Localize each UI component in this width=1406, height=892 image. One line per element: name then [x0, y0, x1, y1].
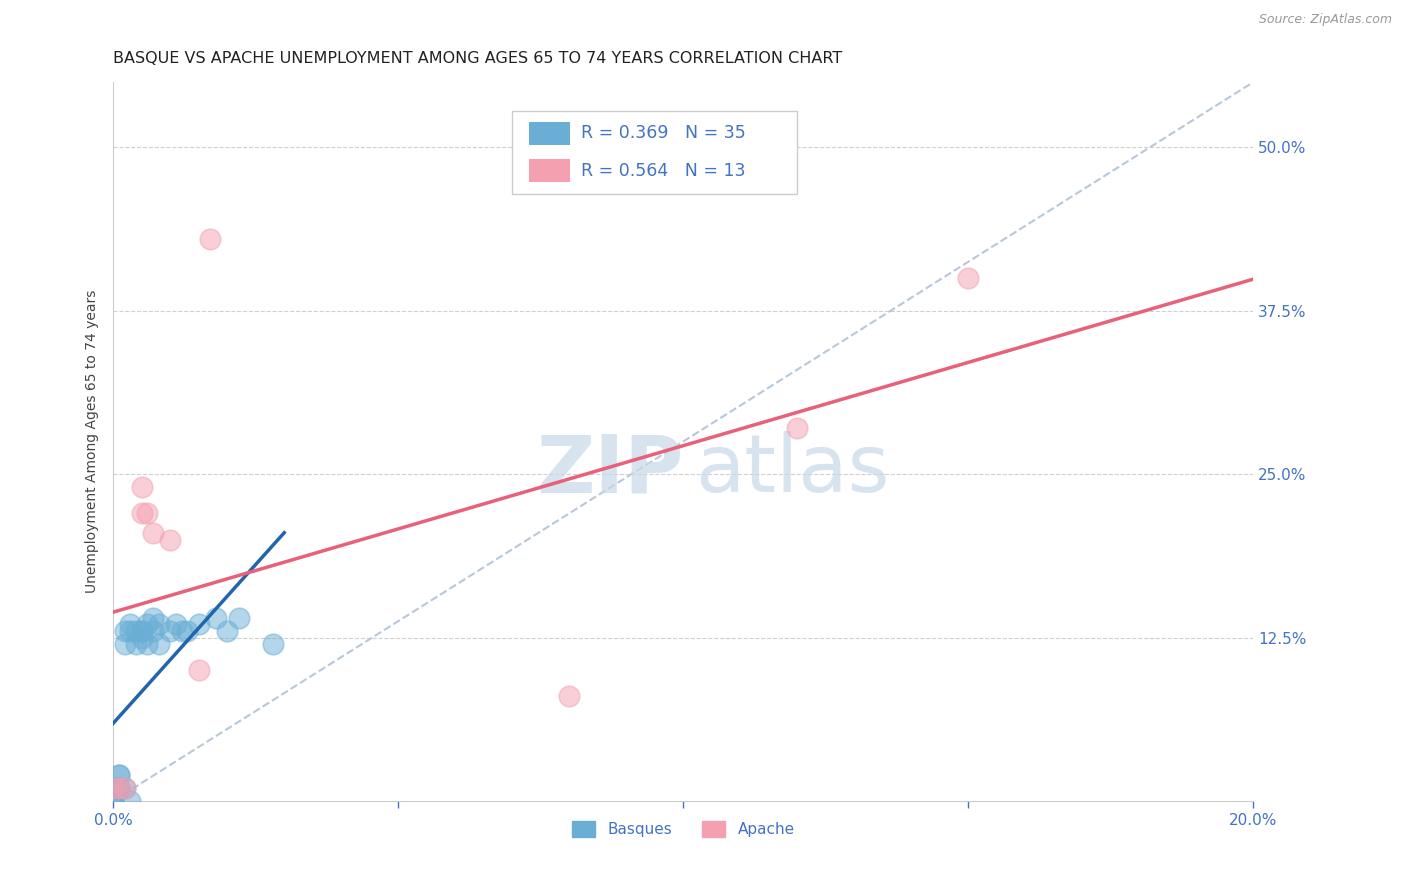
Point [114, 780, 136, 795]
Text: R = 0.369   N = 35: R = 0.369 N = 35 [581, 124, 745, 142]
Point [108, 780, 131, 795]
FancyBboxPatch shape [529, 159, 571, 182]
Point [204, 611, 226, 625]
Point [198, 232, 221, 246]
Point [108, 768, 131, 782]
Y-axis label: Unemployment Among Ages 65 to 74 years: Unemployment Among Ages 65 to 74 years [86, 290, 100, 593]
Point [131, 624, 153, 638]
Point [125, 624, 148, 638]
Point [131, 507, 153, 521]
Point [176, 624, 198, 638]
Text: R = 0.564   N = 13: R = 0.564 N = 13 [581, 161, 745, 179]
Point [187, 663, 209, 677]
Point [120, 794, 142, 808]
Point [159, 624, 181, 638]
Point [114, 780, 136, 795]
Point [131, 631, 153, 645]
Point [148, 637, 170, 651]
Point [228, 611, 250, 625]
Point [957, 271, 980, 285]
Legend: Basques, Apache: Basques, Apache [565, 815, 800, 844]
Point [114, 624, 136, 638]
Point [131, 624, 153, 638]
Point [103, 794, 125, 808]
Text: BASQUE VS APACHE UNEMPLOYMENT AMONG AGES 65 TO 74 YEARS CORRELATION CHART: BASQUE VS APACHE UNEMPLOYMENT AMONG AGES… [114, 51, 842, 66]
Point [108, 780, 131, 795]
Point [103, 780, 125, 795]
Point [131, 480, 153, 494]
Text: atlas: atlas [695, 431, 889, 509]
Point [125, 637, 148, 651]
Point [159, 533, 181, 547]
Point [217, 624, 239, 638]
Point [120, 617, 142, 632]
Point [103, 780, 125, 795]
Point [103, 794, 125, 808]
Point [170, 624, 193, 638]
Point [262, 637, 284, 651]
Point [103, 780, 125, 795]
Point [114, 637, 136, 651]
Point [187, 617, 209, 632]
Point [103, 794, 125, 808]
Point [108, 768, 131, 782]
FancyBboxPatch shape [529, 121, 571, 145]
Text: ZIP: ZIP [536, 431, 683, 509]
Point [120, 624, 142, 638]
Point [108, 780, 131, 795]
Point [142, 624, 165, 638]
Text: Source: ZipAtlas.com: Source: ZipAtlas.com [1258, 13, 1392, 27]
Point [558, 690, 581, 704]
FancyBboxPatch shape [512, 111, 797, 194]
Point [142, 526, 165, 541]
Point [165, 617, 187, 632]
Point [136, 637, 159, 651]
Point [142, 611, 165, 625]
Point [148, 617, 170, 632]
Point [136, 617, 159, 632]
Point [786, 421, 808, 435]
Point [136, 507, 159, 521]
